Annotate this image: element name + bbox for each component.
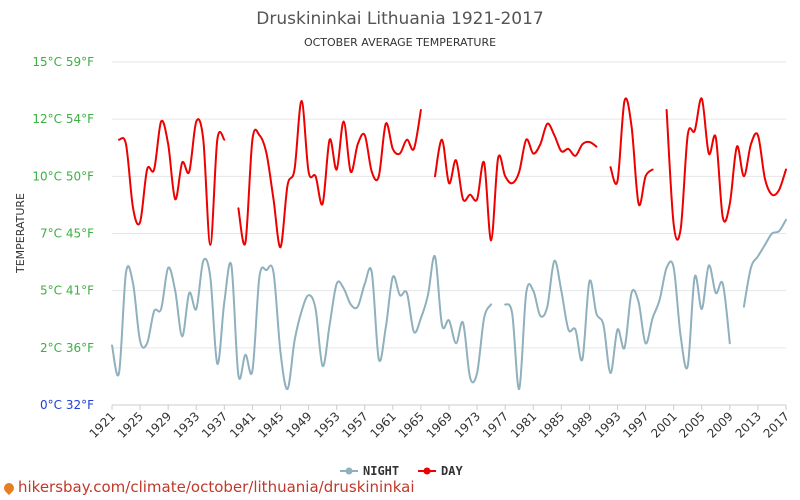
series-line-day	[237, 99, 422, 249]
x-tick-label: 2013	[733, 409, 764, 440]
x-tick-label: 1965	[396, 409, 427, 440]
y-tick-label: 0°C 32°F	[40, 398, 94, 412]
x-tick-label: 1973	[452, 409, 483, 440]
x-tick-label: 1953	[311, 409, 342, 440]
y-tick-label: 2°C 36°F	[40, 341, 94, 355]
footer-link[interactable]: hikersbay.com/climate/october/lithuania/…	[1, 478, 415, 496]
series-line-day	[665, 97, 787, 241]
x-tick-label: 1993	[592, 409, 623, 440]
x-tick-label: 1997	[620, 409, 651, 440]
chart-subtitle: OCTOBER AVERAGE TEMPERATURE	[304, 36, 496, 49]
legend-marker	[423, 467, 431, 475]
x-tick-label: 2009	[704, 409, 735, 440]
chart-title: Druskininkai Lithuania 1921-2017	[256, 9, 543, 29]
series-line-night	[111, 255, 493, 391]
legend-item-day[interactable]: DAY	[418, 464, 463, 478]
y-tick-label: 12°C 54°F	[32, 112, 94, 126]
x-tick-label: 1925	[115, 409, 146, 440]
x-tick-label: 1969	[424, 409, 455, 440]
x-tick-label: 1933	[171, 409, 202, 440]
series-line-day	[434, 122, 598, 242]
x-axis-ticks: 1921192519291933193719411945194919531957…	[87, 405, 792, 441]
legend-label: DAY	[441, 464, 463, 478]
x-tick-label: 1981	[508, 409, 539, 440]
x-tick-label: 1937	[199, 409, 230, 440]
series-line-night	[504, 259, 731, 391]
x-tick-label: 1921	[87, 409, 118, 440]
x-tick-label: 2017	[761, 409, 792, 440]
legend-item-night[interactable]: NIGHT	[340, 464, 399, 478]
x-tick-label: 1929	[143, 409, 174, 440]
x-tick-label: 2005	[676, 409, 707, 440]
legend: NIGHT DAY	[340, 464, 463, 478]
grid	[112, 61, 786, 406]
series-line-day	[118, 118, 226, 246]
footer-text: hikersbay.com/climate/october/lithuania/…	[18, 478, 415, 496]
legend-marker	[345, 467, 353, 475]
x-tick-label: 2001	[648, 409, 679, 440]
y-tick-label: 10°C 50°F	[32, 169, 94, 183]
x-tick-label: 1961	[367, 409, 398, 440]
y-tick-label: 15°C 59°F	[32, 55, 94, 69]
location-pin-icon	[1, 480, 17, 495]
y-axis-label: TEMPERATURE	[14, 193, 27, 274]
y-tick-label: 7°C 45°F	[40, 227, 94, 241]
legend-label: NIGHT	[363, 464, 399, 478]
series-line-night	[742, 218, 787, 308]
x-tick-label: 1941	[227, 409, 258, 440]
y-axis-ticks: 0°C 32°F 2°C 36°F 5°C 41°F 7°C 45°F 10°C 50°…	[32, 55, 94, 412]
series-lines	[111, 97, 787, 391]
x-tick-label: 1985	[536, 409, 567, 440]
x-tick-label: 1949	[283, 409, 314, 440]
x-tick-label: 1977	[480, 409, 511, 440]
series-line-day	[609, 97, 654, 207]
x-tick-label: 1989	[564, 409, 595, 440]
x-tick-label: 1945	[255, 409, 286, 440]
y-tick-label: 5°C 41°F	[40, 284, 94, 298]
x-tick-label: 1957	[339, 409, 370, 440]
